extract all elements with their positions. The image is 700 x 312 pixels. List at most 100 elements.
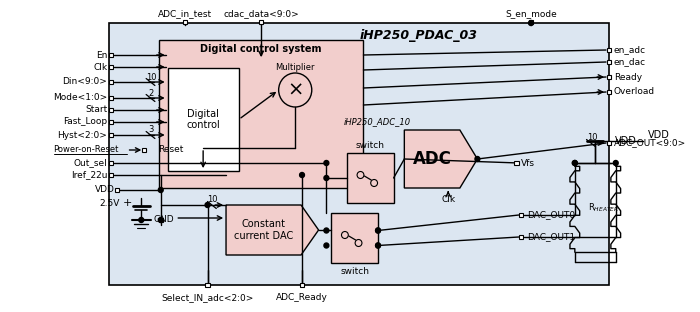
- Text: cdac_data<9:0>: cdac_data<9:0>: [223, 9, 299, 18]
- Bar: [607, 141, 611, 145]
- Bar: [109, 53, 113, 57]
- Circle shape: [376, 243, 381, 248]
- Circle shape: [376, 243, 381, 248]
- Text: switch: switch: [340, 266, 369, 275]
- Text: Start: Start: [85, 105, 107, 115]
- Text: Overload: Overload: [614, 87, 655, 96]
- Text: 10: 10: [207, 196, 218, 204]
- Text: VDD: VDD: [648, 130, 670, 140]
- Text: ×: ×: [287, 80, 303, 100]
- Bar: [514, 161, 519, 165]
- Text: Vfs: Vfs: [522, 158, 536, 168]
- Text: VDD: VDD: [615, 136, 636, 146]
- Text: VDD: VDD: [95, 186, 115, 194]
- Text: 10: 10: [587, 134, 598, 143]
- Bar: [109, 65, 113, 69]
- Polygon shape: [226, 205, 318, 255]
- Circle shape: [355, 240, 362, 246]
- Text: 2: 2: [148, 89, 153, 97]
- Text: Din<9:0>: Din<9:0>: [62, 77, 107, 86]
- Circle shape: [158, 188, 163, 193]
- Text: Select_IN_adc<2:0>: Select_IN_adc<2:0>: [161, 294, 253, 303]
- Text: Iref_22u: Iref_22u: [71, 170, 107, 179]
- Text: En: En: [96, 51, 107, 60]
- Bar: [607, 60, 611, 64]
- Bar: [109, 23, 609, 285]
- Text: ADC_in_test: ADC_in_test: [158, 9, 212, 18]
- Bar: [159, 40, 363, 188]
- Bar: [259, 20, 263, 24]
- Text: R$_{HEATER}$: R$_{HEATER}$: [589, 201, 620, 214]
- Text: DAC_OUT0: DAC_OUT0: [527, 211, 575, 220]
- Text: iHP250_PDAC_03: iHP250_PDAC_03: [360, 30, 478, 42]
- Bar: [205, 283, 210, 287]
- Bar: [109, 161, 113, 165]
- Text: switch: switch: [356, 142, 385, 150]
- Circle shape: [324, 175, 329, 181]
- Text: ADC_OUT<9:0>: ADC_OUT<9:0>: [614, 139, 686, 148]
- Text: +: +: [123, 198, 132, 208]
- Text: 10: 10: [146, 72, 156, 81]
- Text: Constant
current DAC: Constant current DAC: [234, 219, 293, 241]
- Bar: [109, 96, 113, 100]
- Bar: [159, 218, 163, 222]
- Circle shape: [342, 232, 349, 238]
- Circle shape: [573, 160, 577, 165]
- Bar: [607, 48, 611, 52]
- Bar: [528, 20, 533, 24]
- Text: Mode<1:0>: Mode<1:0>: [53, 94, 107, 103]
- Text: Ready: Ready: [614, 72, 642, 81]
- Circle shape: [376, 228, 381, 233]
- Text: iHP250_ADC_10: iHP250_ADC_10: [344, 118, 411, 126]
- Bar: [300, 283, 304, 287]
- Text: Reset: Reset: [158, 145, 183, 154]
- Polygon shape: [405, 130, 477, 188]
- Circle shape: [357, 172, 364, 178]
- Text: en_adc: en_adc: [614, 46, 646, 55]
- Circle shape: [573, 160, 577, 165]
- Circle shape: [371, 179, 377, 187]
- Text: Clk: Clk: [93, 62, 107, 71]
- Text: ADC: ADC: [413, 150, 452, 168]
- Text: ADC_Ready: ADC_Ready: [276, 294, 328, 303]
- Circle shape: [205, 202, 210, 207]
- Bar: [607, 75, 611, 79]
- Circle shape: [139, 217, 143, 222]
- Text: Hyst<2:0>: Hyst<2:0>: [57, 130, 107, 139]
- Text: Digital control system: Digital control system: [200, 44, 322, 54]
- Bar: [115, 188, 119, 192]
- Bar: [519, 213, 524, 217]
- Circle shape: [300, 173, 304, 178]
- Circle shape: [376, 228, 381, 233]
- Bar: [142, 148, 146, 152]
- Text: Fast_Loop: Fast_Loop: [63, 118, 107, 126]
- Bar: [109, 133, 113, 137]
- Text: 2.5V: 2.5V: [99, 198, 120, 207]
- Bar: [109, 173, 113, 177]
- Text: Out_sel: Out_sel: [74, 158, 107, 168]
- Bar: [109, 120, 113, 124]
- Bar: [331, 213, 378, 263]
- Circle shape: [613, 160, 618, 165]
- Text: Clk: Clk: [441, 196, 455, 204]
- Text: GND: GND: [154, 216, 174, 225]
- Circle shape: [279, 73, 312, 107]
- Text: S_en_mode: S_en_mode: [505, 9, 557, 18]
- Bar: [183, 20, 188, 24]
- Bar: [109, 80, 113, 84]
- Text: Power-on-Reset: Power-on-Reset: [54, 145, 119, 154]
- Bar: [167, 68, 239, 171]
- Circle shape: [475, 157, 480, 162]
- Circle shape: [324, 160, 329, 165]
- Bar: [109, 108, 113, 112]
- Text: en_dac: en_dac: [614, 57, 646, 66]
- Text: DAC_OUT1: DAC_OUT1: [527, 232, 575, 241]
- Circle shape: [324, 243, 329, 248]
- Circle shape: [158, 217, 163, 222]
- Bar: [607, 90, 611, 94]
- Bar: [346, 153, 393, 203]
- Circle shape: [528, 21, 533, 26]
- Text: Multiplier: Multiplier: [276, 64, 315, 72]
- Text: 3: 3: [148, 125, 154, 134]
- Circle shape: [324, 228, 329, 233]
